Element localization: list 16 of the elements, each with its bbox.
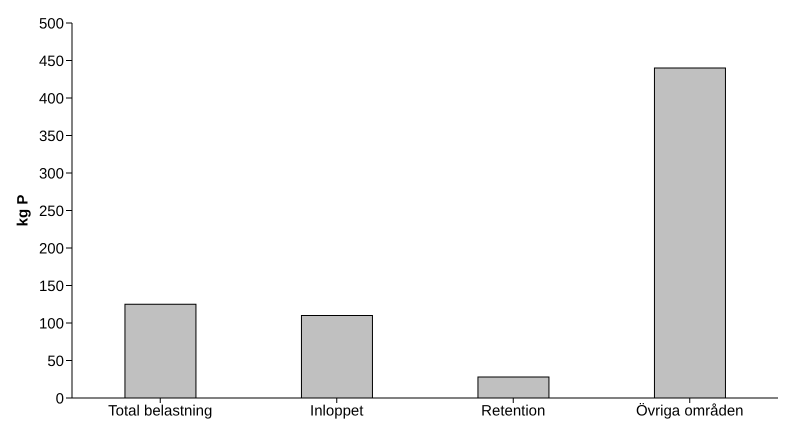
y-tick-label: 250 — [38, 202, 64, 220]
y-tick-label: 200 — [38, 240, 64, 258]
y-tick-label: 300 — [38, 165, 64, 182]
y-tick-label: 450 — [38, 52, 64, 70]
y-axis-title: kg P — [14, 194, 32, 226]
x-tick-label: Retention — [481, 402, 546, 420]
x-tick-label: Övriga områden — [636, 402, 744, 420]
y-tick-label: 50 — [47, 352, 64, 370]
y-tick-label: 500 — [38, 15, 64, 32]
y-tick-label: 100 — [38, 315, 64, 332]
y-tick-label: 400 — [38, 90, 64, 108]
x-tick-label: Total belastning — [108, 402, 212, 420]
y-tick-label: 150 — [38, 278, 64, 295]
x-tick-label: Inloppet — [310, 402, 364, 420]
y-tick-label: 350 — [38, 128, 64, 145]
y-tick-label: 0 — [56, 390, 64, 408]
